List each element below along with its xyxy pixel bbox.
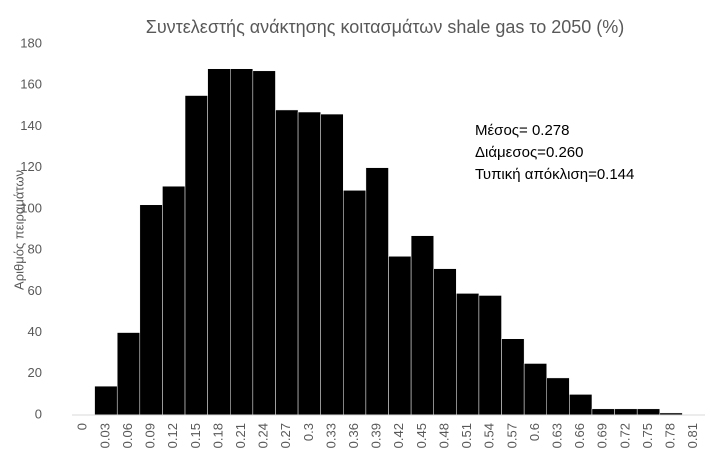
x-tick-label: 0.24 [256, 423, 271, 448]
bar [139, 204, 163, 416]
bar [478, 295, 502, 416]
y-tick-label: 0 [35, 406, 42, 421]
bar [320, 113, 344, 416]
annotation: Τυπική απόκλιση=0.144 [475, 166, 634, 183]
x-tick-label: 0.27 [278, 423, 293, 448]
y-tick-label: 120 [20, 159, 42, 174]
bar [297, 111, 321, 416]
y-tick-label: 100 [20, 200, 42, 215]
x-tick-label: 0.54 [482, 423, 497, 448]
bar [456, 293, 480, 416]
bar [433, 268, 457, 416]
x-tick-label: 0.75 [640, 423, 655, 448]
x-tick-label: 0.09 [143, 423, 158, 448]
bar [523, 363, 548, 416]
bar [230, 68, 254, 416]
x-tick-label: 0.63 [549, 423, 564, 448]
y-tick-label: 80 [28, 242, 42, 257]
bar [207, 68, 231, 416]
y-tick-label: 140 [20, 118, 42, 133]
bar [162, 185, 186, 416]
x-tick-label: 0.12 [165, 423, 180, 448]
x-tick-label: 0.39 [369, 423, 384, 448]
x-tick-label: 0.03 [97, 423, 112, 448]
x-tick-label: 0.06 [120, 423, 135, 448]
x-tick-label: 0.48 [436, 423, 451, 448]
bar [569, 394, 593, 416]
x-tick-label: 0.33 [323, 423, 338, 448]
bar [116, 332, 141, 416]
x-tick-label: 0.45 [414, 423, 429, 448]
bar [636, 408, 661, 416]
y-tick-label: 20 [28, 365, 42, 380]
bar [614, 408, 638, 416]
x-tick-label: 0.3 [301, 423, 316, 441]
y-tick-label: 60 [28, 283, 42, 298]
annotation: Μέσος= 0.278 [475, 122, 569, 139]
x-tick-label: 0.18 [210, 423, 225, 448]
x-tick-label: 0.42 [391, 423, 406, 448]
x-tick-label: 0.6 [527, 423, 542, 441]
y-tick-label: 40 [28, 324, 42, 339]
bar [591, 408, 615, 416]
x-tick-label: 0 [75, 423, 90, 430]
bar [546, 377, 570, 416]
bar [343, 190, 367, 416]
x-tick-label: 0.78 [663, 423, 678, 448]
bar [501, 338, 525, 416]
x-tick-label: 0.72 [617, 423, 632, 448]
y-tick-label: 180 [20, 35, 42, 50]
y-axis-label: Αριθμός πειραμάτων [11, 170, 26, 290]
x-tick-label: 0.15 [188, 423, 203, 448]
x-tick-label: 0.81 [685, 423, 700, 448]
x-tick-label: 0.21 [233, 423, 248, 448]
annotation: Διάμεσος=0.260 [475, 144, 583, 161]
bar [94, 385, 118, 416]
bar [410, 235, 434, 416]
bar [365, 167, 389, 416]
x-tick-label: 0.36 [346, 423, 361, 448]
x-tick-label: 0.66 [572, 423, 587, 448]
chart-title: Συντελεστής ανάκτησης κοιτασμάτων shale … [146, 17, 625, 37]
x-tick-label: 0.51 [459, 423, 474, 448]
bar [275, 109, 299, 416]
bar [388, 256, 412, 416]
x-tick-label: 0.57 [504, 423, 519, 448]
y-tick-label: 160 [20, 77, 42, 92]
bar [252, 70, 276, 416]
x-tick-label: 0.69 [595, 423, 610, 448]
bar [184, 95, 208, 416]
